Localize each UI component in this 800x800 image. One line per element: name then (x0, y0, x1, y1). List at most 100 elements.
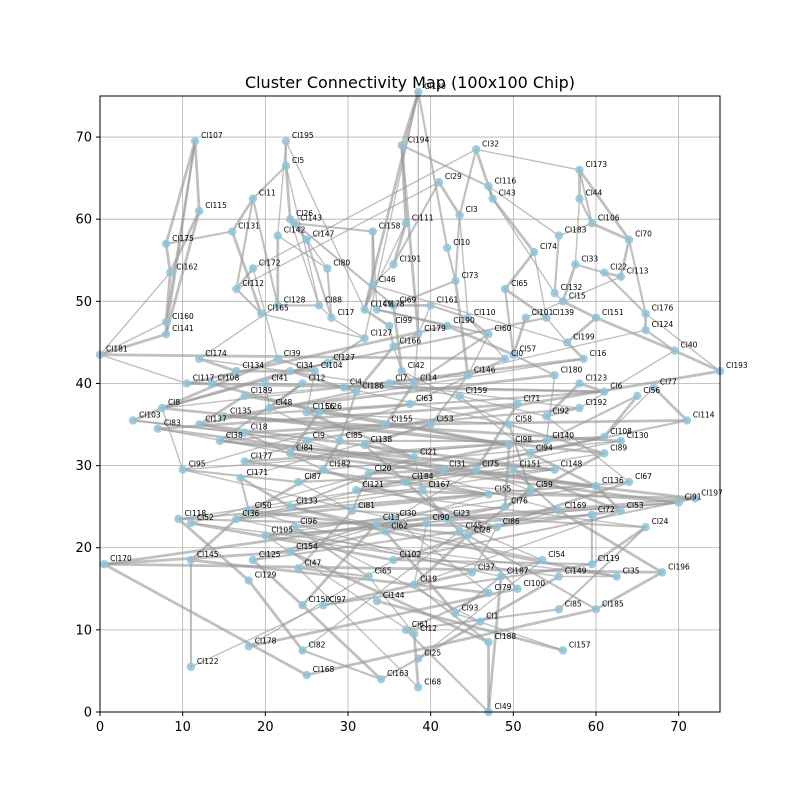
edge-line (437, 180, 462, 217)
cluster-node-label: Cl138 (371, 435, 393, 444)
cluster-node (401, 219, 411, 228)
cluster-node-label: Cl47 (304, 558, 321, 567)
node-layer (95, 87, 725, 717)
cluster-node-label: Cl178 (383, 300, 405, 309)
edge-line (408, 357, 507, 406)
cluster-node (397, 366, 406, 376)
edge-line (239, 476, 250, 512)
cluster-node-label: Cl148 (561, 460, 583, 469)
cluster-node (641, 325, 650, 335)
edge-line (305, 607, 598, 677)
cluster-node (244, 642, 253, 651)
edge-line (503, 287, 548, 320)
edge-line (248, 469, 556, 512)
cluster-node-label: Cl61 (412, 620, 429, 629)
edge-line (305, 370, 316, 413)
cluster-node-label: Cl65 (511, 279, 528, 288)
edge-line (392, 518, 490, 594)
cluster-node (657, 568, 667, 577)
edge-line (223, 415, 510, 446)
edge-line (230, 230, 263, 316)
cluster-node (600, 268, 609, 277)
cluster-node-label: Cl105 (271, 525, 293, 534)
cluster-node-label: Cl60 (495, 324, 512, 333)
cluster-node (591, 605, 601, 614)
cluster-node (261, 379, 270, 388)
cluster-node (195, 420, 204, 429)
cluster-node-label: Cl199 (573, 332, 595, 341)
cluster-node-label: Cl13 (383, 513, 400, 522)
cluster-node (364, 572, 373, 581)
cluster-node (314, 408, 324, 417)
cluster-node (467, 568, 477, 577)
edge-line (466, 488, 532, 537)
edge-line (525, 275, 622, 319)
cluster-node (409, 453, 419, 462)
edge-line (578, 168, 593, 225)
cluster-node-label: Cl42 (408, 361, 425, 370)
cluster-node (389, 301, 398, 310)
cluster-node (323, 358, 332, 368)
cluster-node (389, 260, 398, 269)
cluster-node-label: Cl57 (519, 345, 536, 354)
edge-line (673, 349, 722, 373)
cluster-node-label: Cl52 (197, 513, 214, 522)
cluster-node (500, 502, 510, 511)
cluster-node-label: Cl30 (399, 509, 416, 518)
cluster-node (587, 219, 597, 228)
edge-line (288, 550, 490, 644)
cluster-node (550, 465, 559, 474)
cluster-node (414, 87, 423, 97)
cluster-node-label: Cl16 (590, 349, 607, 358)
edge-line (102, 562, 309, 677)
edge-line (417, 559, 543, 660)
cluster-node-label: Cl108 (610, 427, 632, 436)
edge-line (458, 148, 478, 217)
cluster-node (600, 432, 609, 442)
cluster-node (554, 231, 563, 240)
cluster-node-label: Cl167 (428, 480, 450, 489)
edge-line (392, 497, 697, 562)
cluster-node (492, 523, 501, 532)
edge-line (247, 587, 519, 648)
cluster-node-label: Cl58 (515, 415, 532, 424)
cluster-node-label: Cl74 (540, 242, 557, 251)
cluster-node-label: Cl22 (610, 263, 627, 272)
edge-line (574, 263, 606, 274)
x-tick-label: 60 (588, 720, 605, 735)
edge-line (99, 354, 188, 385)
cluster-node-label: Cl174 (205, 349, 227, 358)
edge-line (354, 345, 395, 394)
cluster-node-label: Cl18 (251, 423, 268, 432)
cluster-node (500, 284, 510, 294)
edge-line (165, 140, 197, 323)
cluster-node (616, 436, 625, 446)
cluster-node-label: Cl80 (333, 258, 350, 267)
cluster-node-label: Cl197 (701, 488, 723, 497)
cluster-node-label: Cl194 (408, 135, 430, 144)
cluster-node (240, 457, 249, 466)
cluster-node (451, 276, 460, 285)
cluster-node-label: Cl115 (205, 201, 227, 210)
edge-line (441, 468, 697, 500)
cluster-node (554, 572, 563, 581)
edge-line (578, 349, 676, 409)
edge-line (458, 214, 469, 319)
edge-line (475, 148, 581, 171)
edge-line (363, 222, 407, 311)
edge-line (288, 410, 321, 455)
cluster-node (550, 371, 559, 380)
cluster-node (157, 403, 167, 413)
cluster-node (195, 354, 204, 364)
edge-line (193, 139, 201, 213)
edge-line (558, 222, 593, 237)
cluster-node-label: Cl54 (548, 550, 565, 559)
cluster-node (352, 387, 361, 396)
cluster-node (426, 420, 435, 429)
cluster-node (381, 420, 390, 429)
cluster-node (624, 477, 634, 487)
cluster-node-label: Cl70 (635, 230, 652, 239)
edge-line (288, 451, 681, 504)
y-tick-label: 70 (75, 131, 92, 146)
cluster-node (285, 502, 295, 511)
